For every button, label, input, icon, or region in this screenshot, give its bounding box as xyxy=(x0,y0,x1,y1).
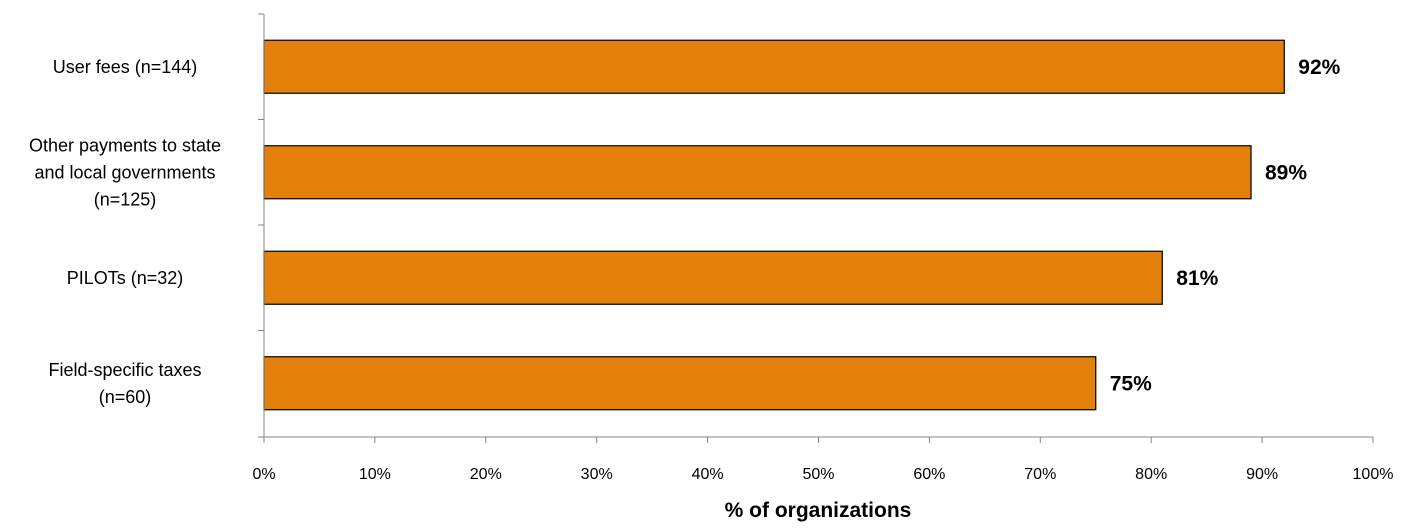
axes-layer: 0% 10% 20% 30% 40% 50% 60% 70% 80% 90% 100% xyxy=(252,13,1394,483)
category-label: Other payments to state and local governm… xyxy=(29,135,221,209)
bar xyxy=(263,145,1252,200)
category-label: PILOTs (n=32) xyxy=(67,268,184,288)
bars-layer xyxy=(263,39,1285,411)
category-label: Field-specific taxes (n=60) xyxy=(48,360,201,407)
x-tick-label: 80% xyxy=(1135,466,1167,483)
x-tick-label: 70% xyxy=(1024,466,1056,483)
data-label: 75% xyxy=(1110,372,1152,395)
x-tick-label: 60% xyxy=(913,466,945,483)
x-tick-label: 100% xyxy=(1353,466,1394,483)
data-label: 89% xyxy=(1265,161,1307,184)
x-tick-label: 40% xyxy=(692,466,724,483)
category-label: User fees (n=144) xyxy=(53,57,198,77)
labels-layer: 92% User fees (n=144) 89% Other payments to… xyxy=(29,56,1341,407)
x-tick-label: 50% xyxy=(802,466,834,483)
data-label: 81% xyxy=(1176,267,1218,290)
bar xyxy=(263,39,1285,94)
bar xyxy=(263,250,1163,305)
x-tick-label: 0% xyxy=(252,466,275,483)
x-axis-title: % of organizations xyxy=(725,499,912,522)
x-tick-label: 90% xyxy=(1246,466,1278,483)
bar xyxy=(263,356,1097,411)
data-label: 92% xyxy=(1298,56,1340,79)
x-tick-label: 30% xyxy=(581,466,613,483)
x-tick-label: 10% xyxy=(359,466,391,483)
x-tick-label: 20% xyxy=(470,466,502,483)
